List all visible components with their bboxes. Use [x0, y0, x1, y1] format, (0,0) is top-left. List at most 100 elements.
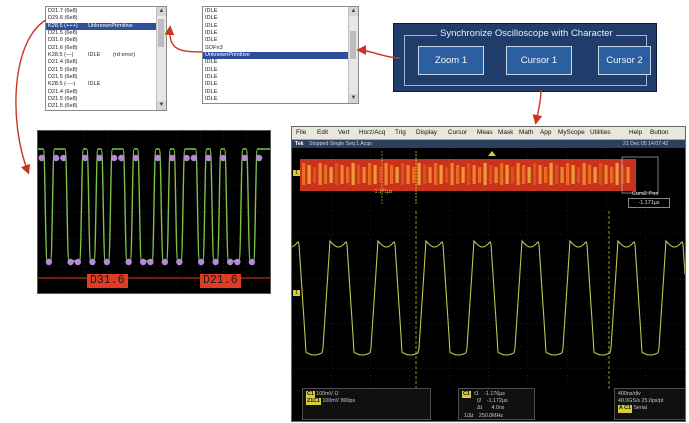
zoomed-waveform-panel: D31.6 D21.6 [37, 130, 271, 294]
primitive-list-item[interactable]: IDLE [205, 66, 218, 73]
trigger-tag: A C1 [618, 405, 632, 413]
delta-t-value: 4.0ns [491, 405, 505, 412]
primitive-list-item[interactable]: IDLE [205, 37, 218, 44]
sample-point-marker [125, 258, 132, 266]
primitive-list-item[interactable]: SOFn3 [205, 44, 223, 51]
sample-point-marker [161, 258, 169, 266]
scroll-down-icon[interactable]: ▼ [349, 94, 358, 103]
sample-point-marker [81, 154, 89, 162]
sample-point-marker [241, 154, 248, 162]
sample-point-marker [96, 154, 103, 162]
symbol-code: D31.6 (6e8) [48, 37, 78, 44]
menu-vert[interactable]: Vert [338, 129, 350, 136]
menu-display[interactable]: Display [416, 129, 437, 136]
symbol-list-item[interactable]: D31.6 (6e8) [46, 37, 156, 44]
tek-logo: Tek [295, 141, 304, 147]
sample-point-marker [67, 258, 74, 266]
symbol-list-item[interactable]: D21.4 (6e8) [46, 89, 156, 96]
symbol-list-item[interactable]: D21.7 (6e8) [46, 8, 156, 15]
delta-t-label: Δt [477, 405, 483, 412]
symbol-list-item[interactable]: D21.5 (6e8) [46, 30, 156, 37]
t1-value: -1.176µs [484, 391, 505, 397]
primitive-list-item[interactable]: IDLE [203, 103, 348, 104]
symbol-primitive: IDLE [88, 81, 101, 88]
symbol-list-item[interactable]: D21.5 (6e8) [46, 96, 156, 103]
menu-mask[interactable]: Mask [498, 129, 514, 136]
trigger-type: Serial [633, 405, 647, 412]
menu-help[interactable]: Help [629, 129, 643, 136]
primitive-list-item[interactable]: IDLE [205, 59, 218, 66]
sample-point-marker [110, 154, 118, 162]
zoom-1-button[interactable]: Zoom 1 [418, 46, 484, 75]
menu-myscope[interactable]: MyScope [558, 129, 585, 136]
symbol-list-rows: D21.7 (6e8) D29.6 (6e8) K28.5 (+++) Unknown… [46, 8, 156, 110]
symbol-code: D21.6 (6e8) [48, 44, 78, 51]
symbol-list-item[interactable]: D21.5 (6e8) [46, 74, 156, 81]
synchronize-title: Synchronize Oscilloscope with Character [437, 28, 616, 39]
symbol-code: D21.5 (6e8) [48, 103, 78, 110]
channel-scale: 100mV Ω [316, 391, 339, 397]
menu-utilities[interactable]: Utilities [590, 129, 611, 136]
symbol-primitive: IDLE [88, 52, 101, 59]
inverse-delta-t-value: 250.0MHz [478, 412, 504, 419]
symbol-list-item[interactable]: K28.5 (---) IDLE (rd error) [46, 52, 156, 59]
menu-cursor[interactable]: Cursor [448, 129, 468, 136]
symbol-list-item[interactable]: D21.5 (6e8) [46, 103, 156, 110]
menu-app[interactable]: App [540, 129, 552, 136]
primitive-list-item[interactable]: IDLE [205, 88, 218, 95]
symbol-list-item[interactable]: K28.5 (----) IDLE [46, 81, 156, 88]
primitive-list-item[interactable]: IDLE [205, 22, 218, 29]
menu-trig[interactable]: Trig [395, 129, 406, 136]
cursor-marker-label: -1.171µs [373, 189, 393, 195]
channel-readout[interactable]: C1 100mV Ω Z1C1 100mV 800ps [302, 388, 431, 420]
symbol-code: D21.5 (6e8) [48, 30, 78, 37]
cursor-source-tag: C1 [462, 391, 471, 399]
scroll-down-icon[interactable]: ▼ [157, 101, 166, 110]
sample-point-marker [255, 154, 263, 162]
channel-1-marker-top[interactable]: 1 [293, 170, 300, 176]
cursor-position-text: -1.171µs [638, 200, 660, 206]
symbol-code: D21.5 (6e8) [48, 66, 78, 73]
sample-point-marker [205, 154, 212, 162]
symbol-note: (rd error) [113, 52, 136, 59]
menu-button[interactable]: Button [650, 129, 669, 136]
menu-file[interactable]: File [296, 129, 307, 136]
timebase-readout[interactable]: 400ns/div 40.0GS/s 25.0ps/pt A C1 Serial [614, 388, 685, 420]
primitive-list-item[interactable]: IDLE [205, 8, 218, 14]
sample-point-marker [248, 258, 256, 266]
primitive-list-item[interactable]: IDLE [205, 81, 218, 88]
symbol-listbox[interactable]: D21.7 (6e8) D29.6 (6e8) K28.5 (+++) Unknown… [45, 6, 167, 111]
symbol-code: D21.4 (6e8) [48, 59, 78, 66]
primitive-list-scrollbar[interactable]: ▲ ▼ [348, 7, 358, 103]
scroll-thumb[interactable] [158, 19, 164, 47]
cursor-position-value: -1.171µs [628, 198, 670, 208]
scroll-up-icon[interactable]: ▲ [157, 7, 166, 16]
scroll-thumb[interactable] [350, 31, 356, 59]
primitive-list-item[interactable]: UnknownPrimitive [203, 52, 348, 60]
symbol-list-item[interactable]: D29.6 (6e8) [46, 15, 156, 22]
cursor-readout[interactable]: C1 t1 -1.176µs t2 -1.172µs Δt 4.0ns 1/Δt… [458, 388, 535, 420]
sample-point-marker [176, 258, 183, 266]
symbol-list-item[interactable]: D21.5 (6e8) [46, 67, 156, 74]
symbol-list-item[interactable]: K28.5 (+++) UnknownPrimitive [46, 22, 156, 31]
symbol-list-item[interactable]: D21.6 (6e8) [46, 45, 156, 52]
menu-edit[interactable]: Edit [317, 129, 329, 136]
menu-meas[interactable]: Meas [477, 129, 493, 136]
sample-point-marker [183, 154, 190, 162]
primitive-list-item[interactable]: IDLE [205, 74, 218, 81]
primitive-list-item[interactable]: IDLE [205, 96, 218, 103]
zoom-channel-scale: 100mV 800ps [322, 398, 356, 405]
primitive-list-item[interactable]: IDLE [205, 30, 218, 37]
symbol-list-item[interactable]: D21.4 (6e8) [46, 59, 156, 66]
cursor-2-button[interactable]: Cursor 2 [598, 46, 651, 75]
channel-1-marker-main[interactable]: 1 [293, 290, 300, 296]
menu-horz-acq[interactable]: Horz/Acq [359, 129, 386, 136]
symbol-code: D21.4 (6e8) [48, 88, 78, 95]
primitive-listbox[interactable]: IDLE IDLE IDLE IDLE IDLE SOFn3 UnknownPrimitiv… [202, 6, 359, 104]
symbol-code: K28.5 (---) [48, 52, 74, 59]
scroll-up-icon[interactable]: ▲ [349, 7, 358, 16]
primitive-list-item[interactable]: IDLE [205, 15, 218, 22]
cursor-1-button[interactable]: Cursor 1 [506, 46, 572, 75]
menu-math[interactable]: Math [519, 129, 534, 136]
symbol-list-scrollbar[interactable]: ▲ ▼ [156, 7, 166, 110]
